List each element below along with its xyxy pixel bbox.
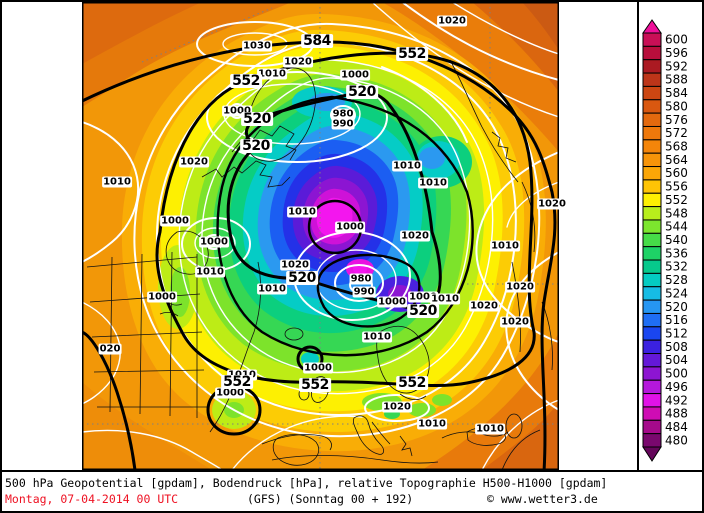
colorbar-step [642,45,662,61]
colorbar-step [642,112,662,127]
colorbar-step [642,259,662,274]
colorbar-tick-label: 492 [665,393,688,407]
colorbar-step [642,85,662,101]
colorbar-tick-label: 556 [665,180,688,194]
colorbar-step [642,312,662,328]
colorbar-tick-label: 544 [665,220,688,234]
colorbar-tick-label: 488 [665,407,688,421]
colorbar-tick-label: 528 [665,273,688,287]
colorbar-step [642,152,662,168]
caption-box: 500 hPa Geopotential [gpdam], Bodendruck… [0,472,704,511]
colorbar-step [642,72,662,87]
colorbar-tick-label: 500 [665,367,688,381]
colorbar-step [642,232,662,248]
caption-copyright: © www.wetter3.de [487,492,598,506]
colorbar-step [642,339,662,355]
colorbar-tick-label: 516 [665,313,688,327]
colorbar-step [642,246,662,261]
weather-map [82,2,559,470]
colorbar-tick-label: 480 [665,433,688,447]
colorbar-tick-label: 596 [665,46,688,60]
colorbar-tick-label: 520 [665,300,688,314]
caption-date: Montag, 07-04-2014 00 UTC [5,492,179,506]
colorbar-step [642,379,662,395]
colorbar-step [642,393,662,408]
colorbar-tick-label: 496 [665,380,688,394]
caption-title: 500 hPa Geopotential [gpdam], Bodendruck… [5,476,608,490]
colorbar: 6005965925885845805765725685645605565525… [642,19,688,462]
colorbar-tick-label: 508 [665,340,688,354]
colorbar-step [642,219,662,234]
colorbar-tick-label: 584 [665,86,688,100]
colorbar-tick-label: 512 [665,326,688,340]
colorbar-tick-label: 588 [665,73,688,87]
colorbar-arrow-bottom [642,446,662,462]
colorbar-tick-label: 540 [665,233,688,247]
colorbar-step [642,286,662,301]
colorbar-tick-label: 572 [665,126,688,140]
colorbar-step [642,433,662,448]
caption-model-run: (GFS) (Sonntag 00 + 192) [247,492,414,506]
colorbar-step [642,32,662,47]
colorbar-tick-label: 592 [665,59,688,73]
colorbar-step [642,406,662,421]
colorbar-step [642,326,662,341]
colorbar-step [642,419,662,435]
colorbar-tick-label: 560 [665,166,688,180]
colorbar-step [642,353,662,368]
colorbar-tick-label: 532 [665,260,688,274]
colorbar-tick-label: 564 [665,153,688,167]
colorbar-step [642,299,662,314]
colorbar-step [642,366,662,381]
colorbar-step [642,139,662,154]
colorbar-tick-label: 524 [665,286,688,300]
colorbar-tick-label: 484 [665,420,688,434]
colorbar-tick-label: 536 [665,246,688,260]
graticule [82,2,559,470]
caption-divider-line [0,470,704,472]
colorbar-separator-line [637,0,639,471]
colorbar-step [642,59,662,74]
colorbar-tick-label: 552 [665,193,688,207]
colorbar-step [642,99,662,114]
colorbar-tick-label: 580 [665,99,688,113]
colorbar-step [642,179,662,194]
colorbar-tick-label: 504 [665,353,688,367]
colorbar-tick-label: 600 [665,33,688,47]
colorbar-step [642,206,662,221]
colorbar-arrow-top [642,19,662,34]
colorbar-step [642,125,662,141]
colorbar-step [642,272,662,288]
colorbar-tick-label: 576 [665,113,688,127]
colorbar-tick-label: 548 [665,206,688,220]
map-area: 1030 1020 1020 1010 1000 1000 980 990 1020 1010 10… [82,2,567,470]
colorbar-step [642,166,662,181]
colorbar-tick-label: 568 [665,140,688,154]
colorbar-step [642,192,662,208]
